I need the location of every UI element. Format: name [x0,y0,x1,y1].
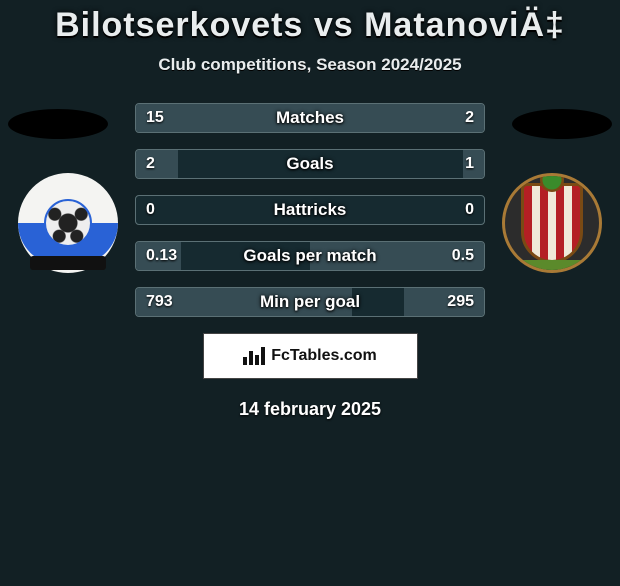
stat-label: Goals [136,150,484,178]
logo-left-banner [30,256,106,270]
brand-text: FcTables.com [271,347,377,365]
comparison-area: 152Matches 21Goals 00Hattricks 0.130.5Goals… [0,103,620,420]
bar-chart-icon [243,347,265,365]
soccer-ball-icon [44,199,92,247]
brand-badge: FcTables.com [203,333,418,379]
stat-row: 152Matches [135,103,485,133]
team-logo-right [502,173,602,273]
team-logo-left [18,173,118,273]
shadow-ellipse-left [8,109,108,139]
stat-row: 793295Min per goal [135,287,485,317]
stat-label: Hattricks [136,196,484,224]
stat-label: Min per goal [136,288,484,316]
stat-row: 0.130.5Goals per match [135,241,485,271]
comparison-date: 14 february 2025 [0,399,620,420]
stat-row: 00Hattricks [135,195,485,225]
ribbon-icon [509,260,595,273]
stat-label: Goals per match [136,242,484,270]
stat-row: 21Goals [135,149,485,179]
page-subtitle: Club competitions, Season 2024/2025 [0,55,620,75]
shadow-ellipse-right [512,109,612,139]
page-title: Bilotserkovets vs MatanoviÄ‡ [0,6,620,45]
stats-table: 152Matches 21Goals 00Hattricks 0.130.5Goals… [135,103,485,317]
stat-label: Matches [136,104,484,132]
crest-icon [521,183,583,263]
